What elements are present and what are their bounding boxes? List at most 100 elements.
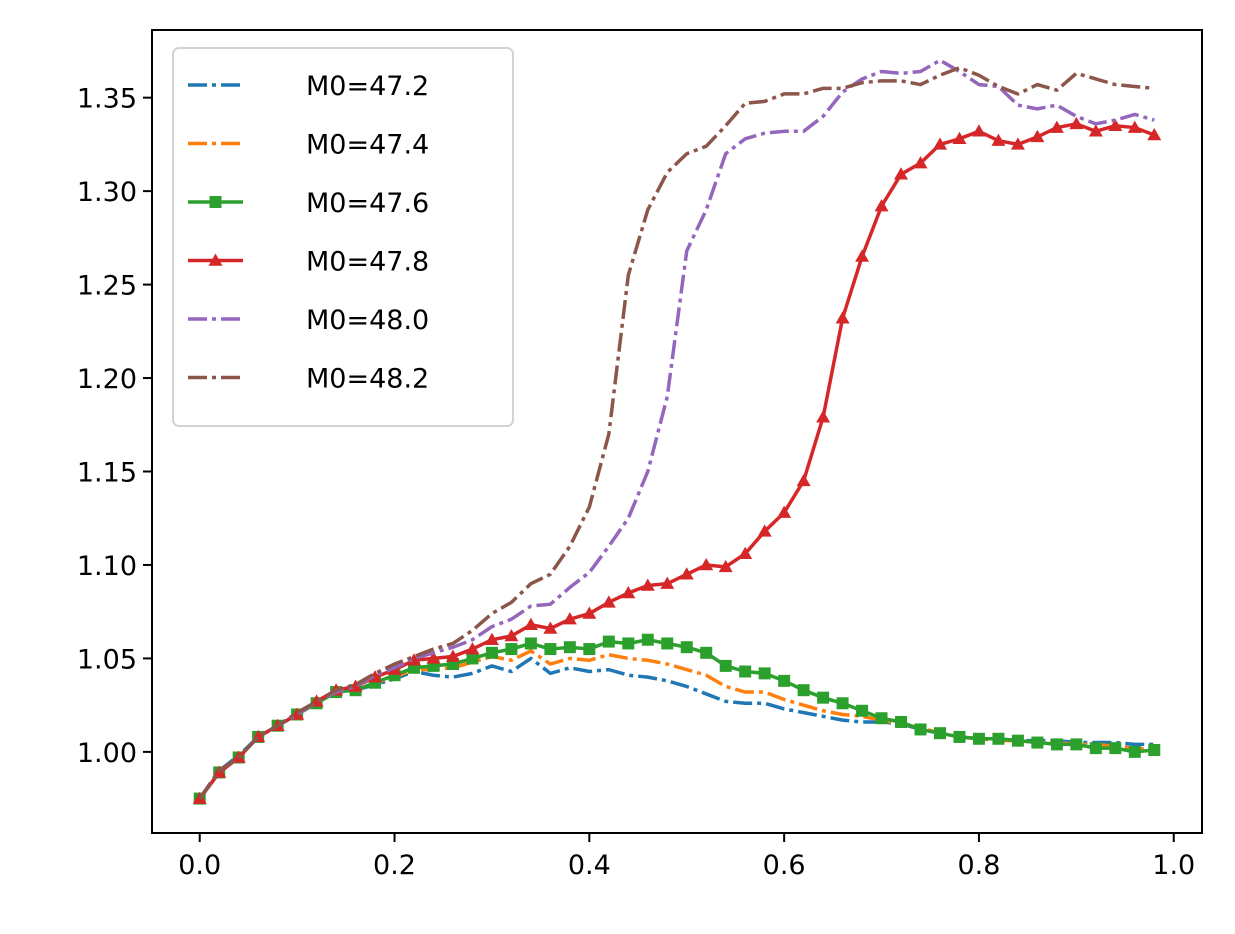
data-point	[952, 131, 967, 145]
data-point	[1069, 116, 1084, 130]
data-point	[1089, 742, 1102, 755]
data-point	[796, 473, 811, 487]
data-point	[505, 643, 518, 656]
data-point	[971, 124, 986, 137]
data-point	[622, 637, 635, 650]
data-point	[718, 559, 733, 573]
data-point	[1147, 128, 1162, 141]
data-point	[933, 727, 946, 740]
data-point	[582, 606, 597, 619]
data-point	[758, 667, 771, 680]
data-point	[583, 643, 596, 656]
data-point	[563, 641, 576, 654]
data-point	[679, 567, 694, 580]
data-point	[641, 633, 654, 646]
y-tick-label: 1.15	[77, 458, 137, 489]
data-point	[914, 723, 927, 736]
data-point	[972, 732, 985, 745]
legend-label: M0=48.2	[306, 364, 429, 395]
data-point	[816, 410, 831, 423]
data-point	[602, 635, 615, 648]
data-point	[817, 691, 830, 704]
data-point	[855, 249, 870, 262]
data-point	[797, 684, 810, 697]
data-point	[368, 670, 383, 683]
legend-item: M0=48.2	[188, 364, 429, 395]
y-tick-label: 1.25	[77, 271, 137, 302]
legend-item: M0=47.4	[188, 130, 429, 161]
data-point	[1108, 118, 1123, 131]
legend-label: M0=47.6	[306, 188, 429, 219]
data-point	[856, 704, 869, 717]
data-point	[660, 576, 675, 589]
axis-ticks: 0.0 0.2 0.4 0.6 0.8 1.0 1.00 1.05 1.10 1.15 1.20 1.…	[77, 84, 1195, 881]
y-tick-label: 1.20	[77, 364, 137, 395]
data-point	[1148, 744, 1161, 757]
data-point	[445, 649, 460, 662]
data-point	[992, 732, 1005, 745]
y-tick-label: 1.30	[77, 177, 137, 208]
data-point	[1010, 137, 1025, 150]
x-tick-label: 0.4	[568, 850, 611, 881]
data-point	[953, 730, 966, 743]
data-point	[543, 621, 558, 634]
legend-item: M0=47.6	[188, 188, 429, 219]
data-point	[1127, 120, 1142, 133]
y-tick-label: 1.10	[77, 551, 137, 582]
data-point	[680, 641, 693, 654]
data-point	[621, 585, 636, 599]
data-point	[700, 646, 713, 659]
data-point	[426, 651, 441, 664]
data-point	[1049, 120, 1064, 133]
data-point	[1030, 129, 1045, 143]
legend-marker	[208, 253, 223, 266]
data-point	[778, 674, 791, 687]
legend-label: M0=48.0	[306, 305, 429, 336]
data-point	[407, 653, 422, 666]
data-point	[562, 612, 577, 625]
data-point	[524, 637, 537, 650]
x-tick-label: 1.0	[1152, 850, 1195, 881]
data-point	[738, 546, 753, 559]
legend-item: M0=48.0	[188, 305, 429, 336]
data-point	[913, 156, 928, 169]
axes-frame	[151, 29, 1203, 834]
data-point	[875, 712, 888, 725]
legend-box	[172, 47, 514, 427]
series-line	[198, 66, 1155, 800]
data-point	[465, 642, 480, 655]
data-point	[835, 311, 850, 324]
data-point	[777, 505, 792, 518]
legend-item: M0=47.2	[188, 71, 429, 102]
x-tick-label: 0.8	[957, 850, 1000, 881]
data-point	[1128, 745, 1141, 758]
data-point	[484, 632, 499, 645]
data-point	[1031, 736, 1044, 749]
x-tick-label: 0.2	[373, 850, 416, 881]
legend-label: M0=47.4	[306, 130, 429, 161]
x-tick-label: 0.0	[178, 850, 221, 881]
data-point	[836, 697, 849, 710]
x-tick-label: 0.6	[763, 850, 806, 881]
series-M0-48-2	[198, 66, 1155, 800]
y-tick-label: 1.05	[77, 644, 137, 675]
data-point	[932, 137, 947, 150]
data-point	[661, 637, 674, 650]
data-point	[894, 167, 909, 180]
y-tick-label: 1.35	[77, 84, 137, 115]
data-point	[1050, 738, 1063, 751]
data-point	[991, 133, 1006, 146]
data-point	[757, 524, 772, 537]
data-point	[544, 643, 557, 656]
plot-area	[192, 58, 1162, 805]
data-point	[523, 617, 538, 631]
data-point	[504, 628, 519, 642]
data-point	[1088, 124, 1103, 137]
legend: M0=47.2 M0=47.4 M0=47.6 M0=47.8 M0=48.0 M0=48…	[172, 47, 514, 427]
data-point	[719, 659, 732, 672]
data-point	[1070, 738, 1083, 751]
data-point	[601, 595, 616, 608]
data-point	[895, 715, 908, 728]
legend-label: M0=47.2	[306, 71, 429, 102]
